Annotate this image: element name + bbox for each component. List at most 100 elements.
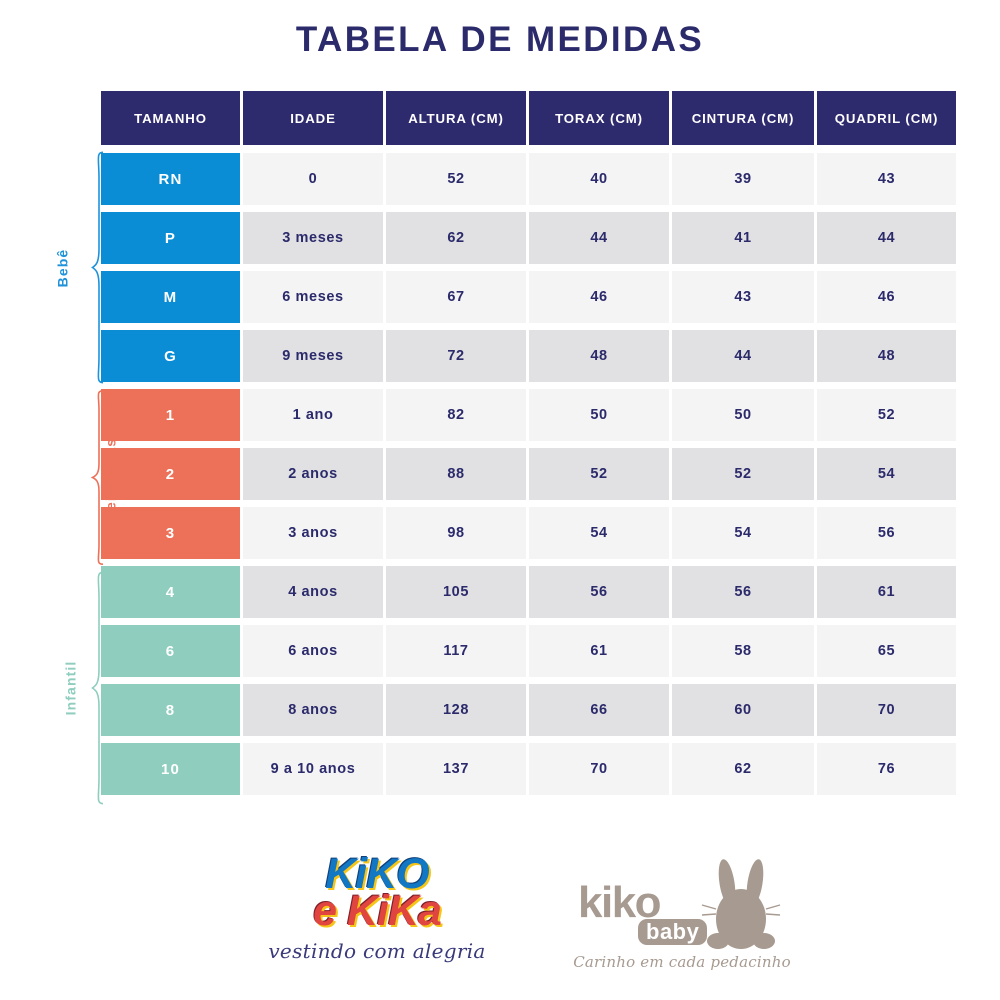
cell-idade: 6 meses bbox=[243, 271, 383, 323]
cell-torax: 50 bbox=[529, 389, 669, 441]
bunny-icon bbox=[698, 857, 784, 949]
column-header-tamanho: TAMANHO bbox=[101, 91, 240, 145]
cell-altura: 137 bbox=[386, 743, 526, 795]
cell-quadril: 61 bbox=[817, 566, 956, 618]
cell-cintura: 50 bbox=[672, 389, 814, 441]
cell-torax: 70 bbox=[529, 743, 669, 795]
cell-idade: 9 a 10 anos bbox=[243, 743, 383, 795]
size-chip: 10 bbox=[101, 743, 240, 795]
cell-quadril: 54 bbox=[817, 448, 956, 500]
size-chip: 8 bbox=[101, 684, 240, 736]
cell-quadril: 46 bbox=[817, 271, 956, 323]
cell-quadril: 43 bbox=[817, 153, 956, 205]
cell-torax: 52 bbox=[529, 448, 669, 500]
cell-torax: 61 bbox=[529, 625, 669, 677]
cell-cintura: 52 bbox=[672, 448, 814, 500]
size-chip: P bbox=[101, 212, 240, 264]
cell-idade: 3 meses bbox=[243, 212, 383, 264]
cell-quadril: 76 bbox=[817, 743, 956, 795]
logo-kiko-e-kika-line1: KiKO bbox=[325, 850, 430, 898]
cell-torax: 46 bbox=[529, 271, 669, 323]
brace-bebe bbox=[91, 150, 105, 385]
cell-cintura: 41 bbox=[672, 212, 814, 264]
cell-cintura: 62 bbox=[672, 743, 814, 795]
cell-altura: 52 bbox=[386, 153, 526, 205]
cell-torax: 56 bbox=[529, 566, 669, 618]
category-label-infantil: Infantil bbox=[62, 660, 79, 716]
cell-cintura: 43 bbox=[672, 271, 814, 323]
cell-altura: 67 bbox=[386, 271, 526, 323]
logo-kiko-e-kika-tagline: vestindo com alegria bbox=[268, 939, 486, 964]
size-chip: 3 bbox=[101, 507, 240, 559]
cell-altura: 72 bbox=[386, 330, 526, 382]
cell-quadril: 70 bbox=[817, 684, 956, 736]
brand-logos: KiKO e KiKa vestindo com alegria kiko ba… bbox=[0, 845, 1000, 995]
logo-kiko-baby-sub: baby bbox=[638, 919, 708, 946]
column-header-idade: IDADE bbox=[243, 91, 383, 145]
column-header-altura: ALTURA (CM) bbox=[386, 91, 526, 145]
cell-cintura: 54 bbox=[672, 507, 814, 559]
size-chip: 2 bbox=[101, 448, 240, 500]
cell-idade: 4 anos bbox=[243, 566, 383, 618]
table-row: 10 9 a 10 anos 137 70 62 76 bbox=[101, 743, 956, 795]
cell-torax: 40 bbox=[529, 153, 669, 205]
cell-cintura: 44 bbox=[672, 330, 814, 382]
cell-cintura: 58 bbox=[672, 625, 814, 677]
logo-kiko-baby-word: kiko bbox=[578, 878, 662, 927]
cell-idade: 8 anos bbox=[243, 684, 383, 736]
size-chip: M bbox=[101, 271, 240, 323]
logo-kiko-e-kika-line2: e KiKa bbox=[313, 886, 442, 935]
cell-torax: 54 bbox=[529, 507, 669, 559]
cell-idade: 0 bbox=[243, 153, 383, 205]
column-header-cintura: CINTURA (CM) bbox=[672, 91, 814, 145]
cell-idade: 9 meses bbox=[243, 330, 383, 382]
logo-kiko-baby: kiko baby bbox=[572, 857, 792, 992]
cell-altura: 82 bbox=[386, 389, 526, 441]
table-body: RN 0 52 40 39 43 P 3 meses 62 44 41 44 M 6 meses 67 46 4… bbox=[101, 153, 956, 795]
cell-idade: 1 ano bbox=[243, 389, 383, 441]
size-chip: RN bbox=[101, 153, 240, 205]
cell-altura: 88 bbox=[386, 448, 526, 500]
cell-idade: 6 anos bbox=[243, 625, 383, 677]
size-chip: G bbox=[101, 330, 240, 382]
column-header-torax: TORAX (CM) bbox=[529, 91, 669, 145]
cell-altura: 98 bbox=[386, 507, 526, 559]
logo-kiko-baby-tagline: Carinho em cada pedacinho bbox=[573, 953, 791, 971]
cell-quadril: 48 bbox=[817, 330, 956, 382]
brace-primeiros-passos bbox=[91, 389, 105, 566]
cell-quadril: 52 bbox=[817, 389, 956, 441]
cell-quadril: 65 bbox=[817, 625, 956, 677]
cell-quadril: 44 bbox=[817, 212, 956, 264]
size-chip: 4 bbox=[101, 566, 240, 618]
cell-idade: 2 anos bbox=[243, 448, 383, 500]
cell-cintura: 39 bbox=[672, 153, 814, 205]
cell-cintura: 60 bbox=[672, 684, 814, 736]
category-group-bebe: Bebê bbox=[45, 150, 105, 385]
measurements-table: TAMANHO IDADE ALTURA (CM) TORAX (CM) CIN… bbox=[101, 91, 956, 802]
cell-altura: 117 bbox=[386, 625, 526, 677]
table-header-row: TAMANHO IDADE ALTURA (CM) TORAX (CM) CIN… bbox=[101, 91, 956, 145]
cell-idade: 3 anos bbox=[243, 507, 383, 559]
cell-altura: 128 bbox=[386, 684, 526, 736]
brace-infantil bbox=[91, 570, 105, 806]
size-chip: 1 bbox=[101, 389, 240, 441]
cell-cintura: 56 bbox=[672, 566, 814, 618]
cell-quadril: 56 bbox=[817, 507, 956, 559]
cell-torax: 48 bbox=[529, 330, 669, 382]
cell-torax: 44 bbox=[529, 212, 669, 264]
logo-kiko-e-kika: KiKO e KiKa vestindo com alegria bbox=[262, 850, 492, 990]
cell-torax: 66 bbox=[529, 684, 669, 736]
cell-altura: 105 bbox=[386, 566, 526, 618]
page-title: TABELA DE MEDIDAS bbox=[295, 20, 705, 59]
category-label-bebe: Bebê bbox=[54, 248, 71, 287]
size-chip: 6 bbox=[101, 625, 240, 677]
table-row: RN 0 52 40 39 43 bbox=[101, 153, 956, 205]
